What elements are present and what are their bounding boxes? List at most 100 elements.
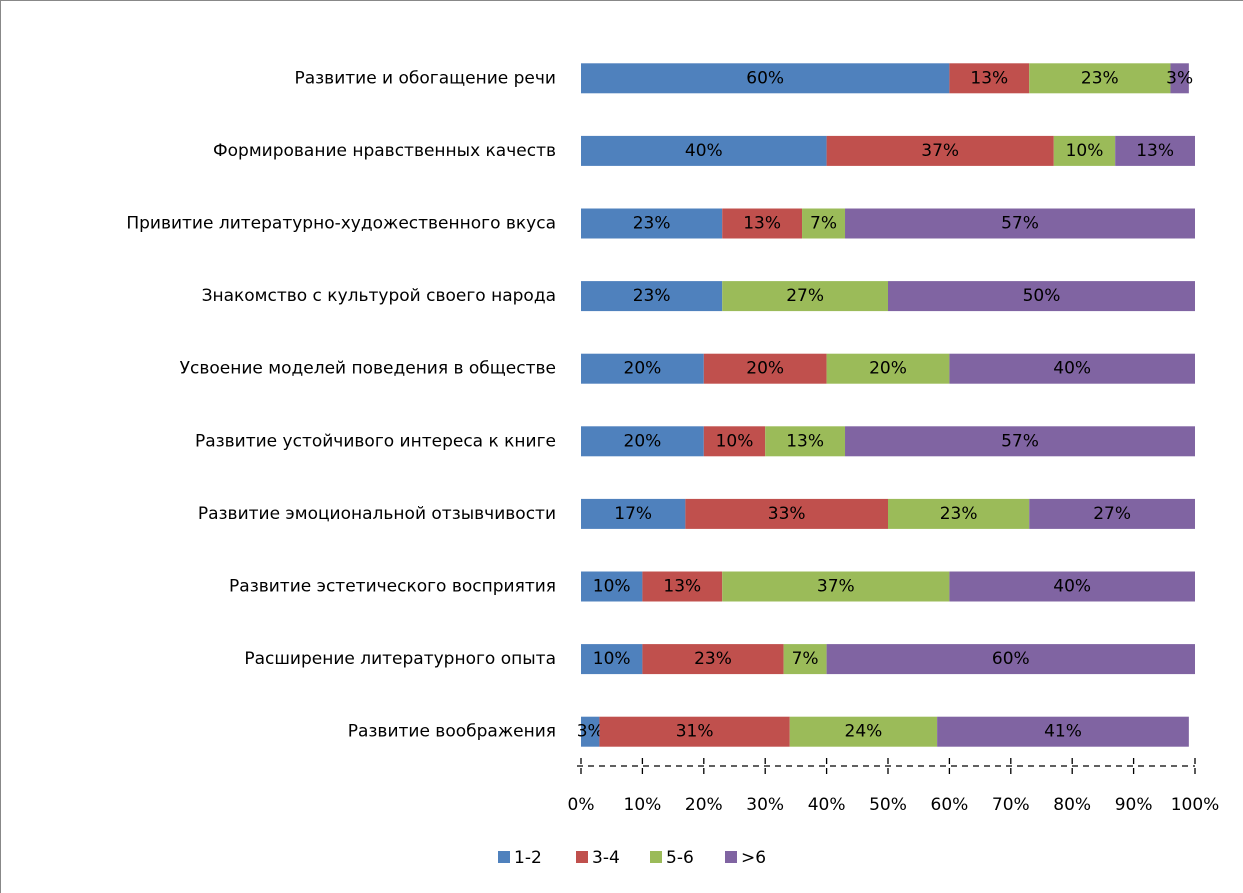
category-label: Развитие эмоциональной отзывчивости [198, 504, 556, 524]
legend-swatch [650, 851, 662, 863]
data-label: 57% [1001, 214, 1039, 234]
category-label: Развитие устойчивого интереса к книге [195, 431, 556, 451]
bar-segment [845, 426, 1195, 457]
bar-segment [642, 571, 723, 602]
data-label: 40% [685, 141, 723, 161]
data-label: 3% [577, 722, 604, 742]
data-label: 60% [992, 649, 1030, 669]
bar-segment [642, 644, 784, 675]
x-tick-label: 90% [1115, 795, 1153, 815]
data-label: 10% [593, 577, 631, 597]
legend-label: 1-2 [514, 848, 542, 868]
data-label: 27% [1093, 504, 1131, 524]
bar-segment [789, 716, 938, 747]
bar-segment [703, 353, 827, 384]
data-label: 13% [1136, 141, 1174, 161]
x-tick-label: 80% [1053, 795, 1091, 815]
x-tick-label: 30% [746, 795, 784, 815]
x-tick-label: 60% [931, 795, 969, 815]
legend-swatch [498, 851, 510, 863]
legend-swatch [725, 851, 737, 863]
bar-segment [1115, 135, 1195, 166]
data-label: 7% [810, 214, 837, 234]
data-label: 37% [921, 141, 959, 161]
bar-segment [826, 353, 950, 384]
bar-segment [826, 644, 1195, 675]
data-label: 60% [746, 68, 784, 88]
bar-segment [888, 498, 1030, 529]
bar-segment [937, 716, 1189, 747]
data-label: 17% [614, 504, 652, 524]
bar-segment [685, 498, 888, 529]
data-label: 40% [1053, 359, 1091, 379]
data-label: 20% [746, 359, 784, 379]
data-label: 23% [940, 504, 978, 524]
data-label: 20% [624, 431, 662, 451]
data-label: 10% [716, 431, 754, 451]
bar-segment [1029, 63, 1171, 94]
category-label: Усвоение моделей поведения в обществе [180, 359, 556, 379]
data-label: 23% [633, 214, 671, 234]
category-label: Привитие литературно-художественного вку… [126, 214, 556, 234]
legend-swatch [576, 851, 588, 863]
data-label: 10% [593, 649, 631, 669]
data-label: 23% [633, 286, 671, 306]
bar-segment [581, 426, 704, 457]
bar-segment [949, 353, 1195, 384]
data-label: 50% [1023, 286, 1061, 306]
bar-segment [722, 571, 950, 602]
bar-segment [826, 135, 1054, 166]
x-tick-label: 70% [992, 795, 1030, 815]
bar-segment [1170, 63, 1189, 94]
bar-segment [581, 135, 827, 166]
legend-label: 3-4 [592, 848, 620, 868]
bar-segment [765, 426, 846, 457]
bar-segment [722, 208, 803, 239]
category-label: Знакомство с культурой своего народа [202, 286, 556, 306]
category-label: Формирование нравственных качеств [213, 141, 556, 161]
x-tick-label: 50% [869, 795, 907, 815]
bar-segment [722, 281, 888, 312]
data-label: 41% [1044, 722, 1082, 742]
bar-segment [581, 644, 643, 675]
bar-segment [949, 63, 1030, 94]
data-label: 37% [817, 577, 855, 597]
data-label: 7% [792, 649, 819, 669]
data-label: 23% [694, 649, 732, 669]
bar-segment [599, 716, 790, 747]
data-label: 24% [845, 722, 883, 742]
data-label: 31% [676, 722, 714, 742]
x-tick-label: 10% [624, 795, 662, 815]
bar-segment [888, 281, 1195, 312]
data-label: 13% [743, 214, 781, 234]
legend-label: 5-6 [666, 848, 694, 868]
data-label: 57% [1001, 431, 1039, 451]
bar-segment [949, 571, 1195, 602]
bar-segment [703, 426, 766, 457]
data-label: 27% [786, 286, 824, 306]
data-label: 23% [1081, 68, 1119, 88]
data-label: 33% [768, 504, 806, 524]
bar-segment [1053, 135, 1116, 166]
bar-segment [802, 208, 846, 239]
category-label: Развитие эстетического восприятия [229, 577, 556, 597]
category-label: Расширение литературного опыта [244, 649, 556, 669]
data-label: 13% [970, 68, 1008, 88]
bar-segment [581, 208, 723, 239]
bar-segment [581, 716, 600, 747]
data-label: 20% [624, 359, 662, 379]
bar-segment [783, 644, 827, 675]
bar-segment [581, 571, 643, 602]
bar-segment [581, 63, 950, 94]
x-tick-label: 20% [685, 795, 723, 815]
data-label: 13% [786, 431, 824, 451]
x-tick-label: 40% [808, 795, 846, 815]
category-label: Развитие и обогащение речи [294, 68, 556, 88]
data-label: 3% [1166, 68, 1193, 88]
data-label: 10% [1066, 141, 1104, 161]
data-label: 40% [1053, 577, 1091, 597]
data-label: 20% [869, 359, 907, 379]
data-label: 13% [663, 577, 701, 597]
category-label: Развитие воображения [348, 722, 556, 742]
